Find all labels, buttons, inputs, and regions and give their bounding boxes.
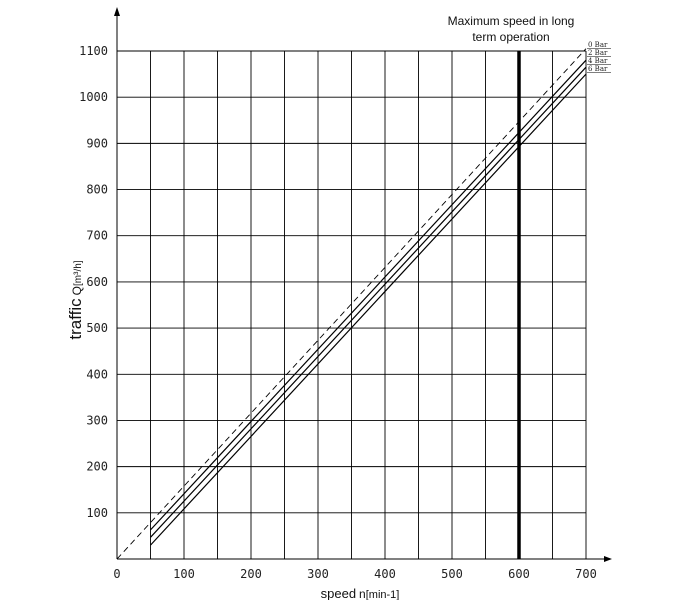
tick-labels: 0 100 200 300 400 500 600 700 100 200 300 400 500 600…	[79, 44, 597, 581]
series-line-0-bar	[116, 48, 587, 560]
y-tick-label: 100	[86, 506, 108, 520]
x-axis-label-symbol: n	[359, 587, 366, 600]
y-tick-label: 600	[86, 275, 108, 289]
legend-label-6-bar: 6 Bar	[588, 65, 608, 73]
series-line-4-bar	[150, 66, 587, 538]
y-tick-label: 700	[86, 229, 108, 243]
y-tick-label: 1000	[79, 90, 108, 104]
legend-label-0-bar: 0 Bar	[588, 41, 608, 49]
y-tick-label: 900	[86, 136, 108, 150]
x-tick-label: 500	[441, 567, 463, 581]
series-group	[116, 48, 587, 560]
x-tick-label: 200	[240, 567, 262, 581]
x-tick-label: 300	[307, 567, 329, 581]
x-axis-label-text: speed	[321, 586, 356, 600]
legend-label-2-bar: 2 Bar	[588, 49, 608, 57]
y-tick-label: 500	[86, 321, 108, 335]
y-axis-arrow	[114, 7, 120, 16]
y-tick-label: 200	[86, 460, 108, 474]
y-tick-label: 300	[86, 413, 108, 427]
x-tick-label: 700	[575, 567, 597, 581]
y-axis-label: traffic Q[m³/h]	[66, 260, 85, 339]
x-tick-label: 100	[173, 567, 195, 581]
annotation-line-1: Maximum speed in long	[448, 14, 575, 28]
axes	[114, 7, 612, 562]
series-line-2-bar	[150, 59, 587, 531]
y-axis-label-symbol: Q	[70, 286, 84, 295]
y-axis-label-text: traffic	[66, 298, 85, 340]
x-tick-label: 0	[113, 567, 120, 581]
y-tick-label: 400	[86, 367, 108, 381]
annotation-line-2: term operation	[472, 30, 549, 44]
y-tick-label: 1100	[79, 44, 108, 58]
legend-label-4-bar: 4 Bar	[588, 57, 608, 65]
x-axis-label: speed n[min-1]	[321, 586, 400, 600]
x-tick-label: 400	[374, 567, 396, 581]
x-axis-arrow	[604, 556, 612, 562]
y-tick-label: 800	[86, 183, 108, 197]
y-axis-label-unit: [m³/h]	[73, 260, 84, 286]
x-tick-label: 600	[508, 567, 530, 581]
series-line-6-bar	[150, 73, 587, 546]
x-axis-label-unit: [min-1]	[366, 589, 400, 600]
